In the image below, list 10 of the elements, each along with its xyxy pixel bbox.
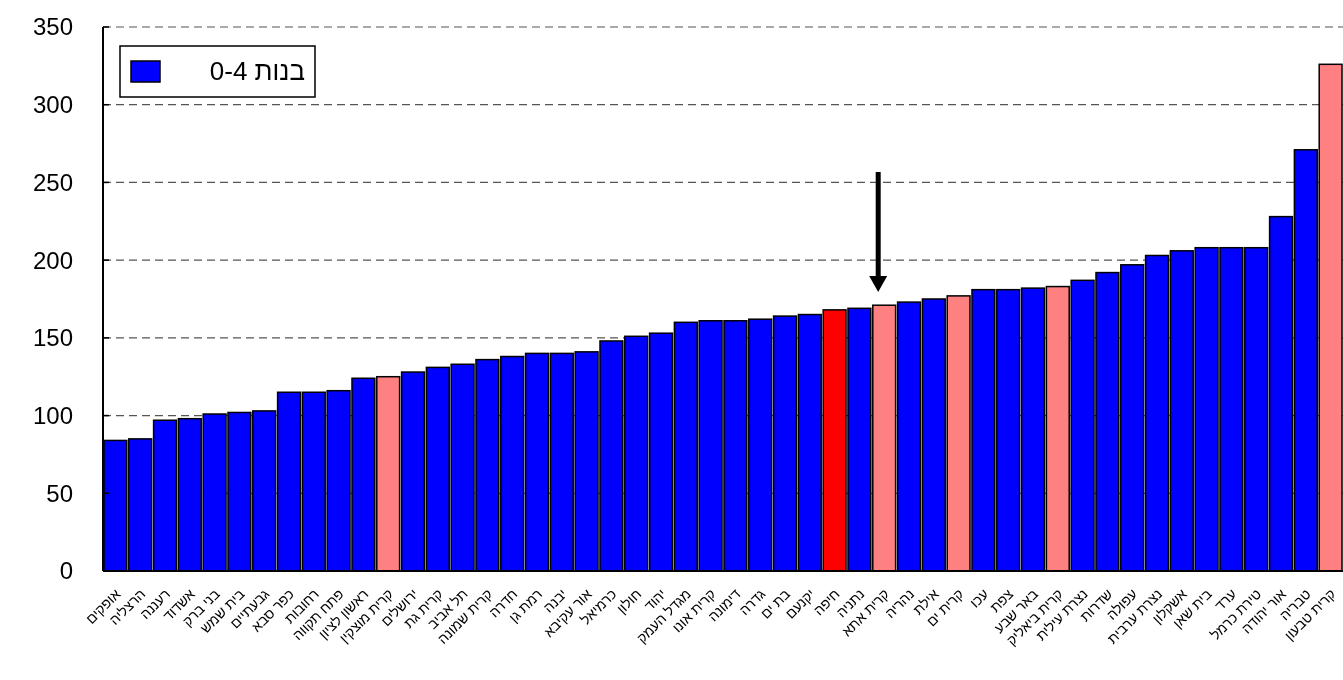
y-tick-label: 150 (32, 324, 73, 352)
y-tick-label: 250 (32, 168, 73, 196)
y-tick-label: 100 (32, 401, 73, 429)
y-tick-label: 50 (46, 479, 73, 507)
x-tick-label: עכו (966, 585, 992, 611)
y-tick-label: 350 (32, 13, 73, 41)
y-tick-label: 300 (32, 91, 73, 119)
legend-label: בנות 0-4 (209, 56, 305, 86)
y-tick-label: 0 (59, 557, 73, 585)
y-tick-label: 200 (32, 246, 73, 274)
